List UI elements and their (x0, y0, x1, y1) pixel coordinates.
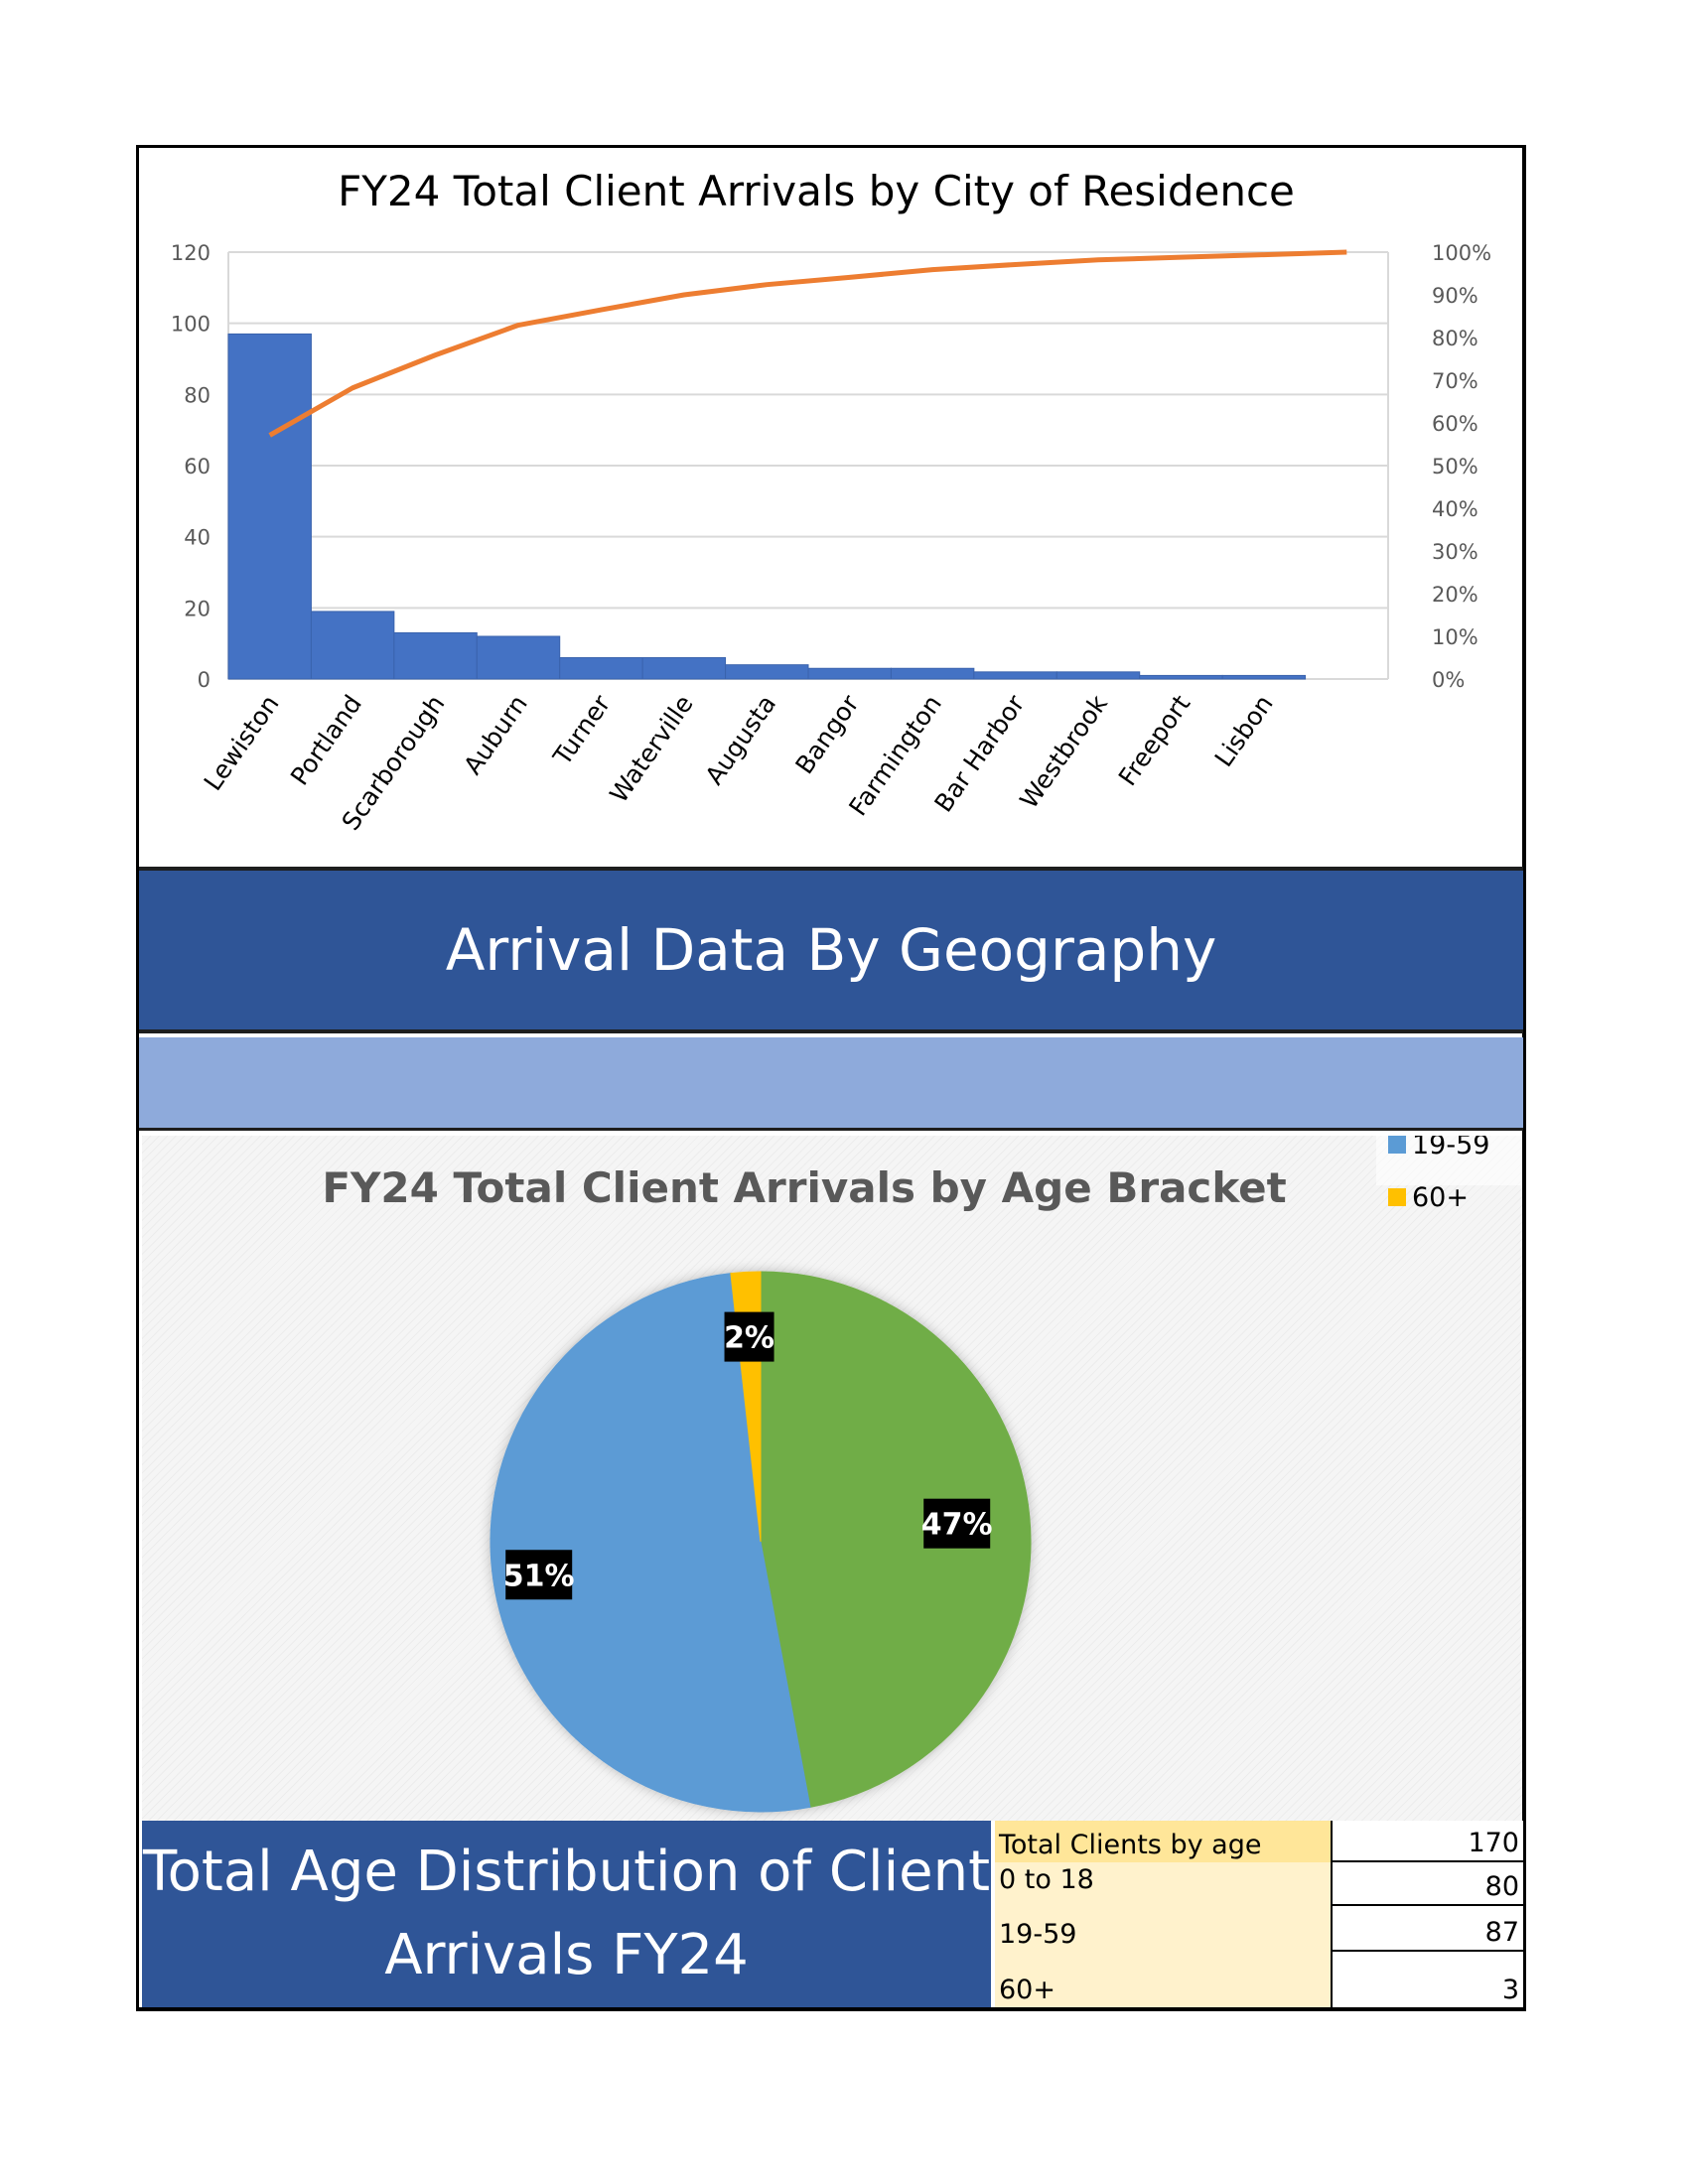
x-tick-label: Augusta (699, 690, 781, 790)
x-tick-label: Portland (285, 690, 367, 790)
y2-tick-label: 40% (1432, 497, 1478, 521)
x-tick-label: Auburn (458, 690, 533, 780)
row-value: 3 (1333, 1952, 1523, 2007)
y2-tick-label: 60% (1432, 412, 1478, 436)
bar (1055, 671, 1141, 680)
y-tick-label: 40 (184, 526, 211, 550)
bar (973, 671, 1057, 680)
chart-title: FY24 Total Client Arrivals by City of Re… (338, 167, 1295, 215)
bar (890, 667, 975, 680)
bar (1139, 674, 1223, 680)
data-label: 51% (503, 1559, 575, 1593)
geography-banner: Arrival Data By Geography (139, 867, 1523, 1033)
y-tick-label: 120 (171, 241, 211, 265)
age-title-line-2: Arrivals FY24 (384, 1923, 749, 1987)
age-title-line-1: Total Age Distribution of Client (142, 1840, 991, 1904)
cumulative-percent-line (268, 249, 1347, 438)
pie-chart-panel: FY24 Total Client Arrivals by Age Bracke… (142, 1136, 1522, 1821)
x-tick-label: Westbrook (1014, 689, 1113, 813)
banner-title: Arrival Data By Geography (445, 916, 1217, 984)
row-label: Total Clients by age (995, 1821, 1333, 1862)
pareto-chart: FY24 Total Client Arrivals by City of Re… (171, 167, 1491, 836)
y2-tick-label: 100% (1432, 241, 1491, 265)
y-tick-label: 60 (184, 455, 211, 478)
y-axis-ticks: 0 20 40 60 80 100 120 (171, 241, 211, 692)
age-distribution-title: Total Age Distribution of Client Arrival… (142, 1821, 991, 2007)
row-label: 0 to 18 (995, 1862, 1333, 1906)
legend-label: 60+ (1412, 1182, 1469, 1213)
y2-tick-label: 30% (1432, 540, 1478, 564)
table-row: 19-59 87 (995, 1906, 1523, 1952)
y2-tick-label: 80% (1432, 327, 1478, 350)
bar (476, 635, 561, 680)
data-label-box (505, 1550, 573, 1600)
table-row: Total Clients by age 170 (995, 1821, 1523, 1862)
y2-tick-label: 20% (1432, 583, 1478, 607)
legend-swatch (1388, 1136, 1406, 1154)
y2-tick-label: 90% (1432, 284, 1478, 308)
pie-chart: FY24 Total Client Arrivals by Age Bracke… (322, 1136, 1522, 1813)
bar (641, 657, 727, 680)
age-distribution-table: Total Clients by age 170 0 to 18 80 19-5… (995, 1821, 1523, 2007)
y2-tick-label: 10% (1432, 625, 1478, 649)
bar (559, 657, 643, 680)
gridlines (227, 251, 1389, 680)
y-tick-label: 0 (198, 668, 211, 692)
bar (310, 611, 395, 680)
table-row: 0 to 18 80 (995, 1862, 1523, 1906)
y-tick-label: 100 (171, 313, 211, 337)
y2-tick-label: 70% (1432, 369, 1478, 393)
row-value: 80 (1333, 1862, 1523, 1906)
bar-series (227, 333, 1307, 680)
legend-swatch (1388, 1188, 1406, 1206)
x-tick-label: Turner (547, 689, 617, 770)
bar (393, 631, 478, 680)
table-row: 60+ 3 (995, 1952, 1523, 2007)
x-tick-label: Bangor (789, 689, 865, 779)
row-value: 87 (1333, 1906, 1523, 1952)
pie-slice (760, 1271, 1032, 1808)
bar (725, 664, 809, 680)
x-tick-label: Waterville (604, 690, 698, 808)
data-label: 47% (921, 1508, 993, 1543)
chart-title: FY24 Total Client Arrivals by Age Bracke… (322, 1163, 1286, 1212)
pie-slice (490, 1273, 811, 1813)
data-label-box (724, 1311, 774, 1362)
bar (1221, 674, 1307, 680)
divider-band (139, 1037, 1523, 1131)
y-tick-label: 20 (184, 597, 211, 620)
x-tick-label: Freeport (1113, 690, 1196, 791)
bar (807, 667, 892, 680)
y2-tick-label: 50% (1432, 455, 1478, 478)
row-label: 19-59 (995, 1906, 1333, 1952)
row-value: 170 (1333, 1821, 1523, 1862)
legend-label: 19-59 (1412, 1136, 1489, 1160)
data-label: 2% (724, 1321, 774, 1356)
x-tick-label: Lisbon (1209, 690, 1279, 772)
data-label-box (923, 1498, 991, 1549)
pie-slices (490, 1271, 1032, 1813)
y2-tick-label: 0% (1432, 668, 1465, 692)
bar (227, 333, 312, 680)
y-tick-label: 80 (184, 383, 211, 407)
y2-axis-ticks: 0% 10% 20% 30% 40% 50% 60% 70% 80% 90% 100% (1432, 241, 1491, 692)
pie-data-labels: 47% 51% 2% (503, 1311, 993, 1600)
x-tick-label: Lewiston (199, 690, 285, 796)
row-label: 60+ (995, 1952, 1333, 2007)
